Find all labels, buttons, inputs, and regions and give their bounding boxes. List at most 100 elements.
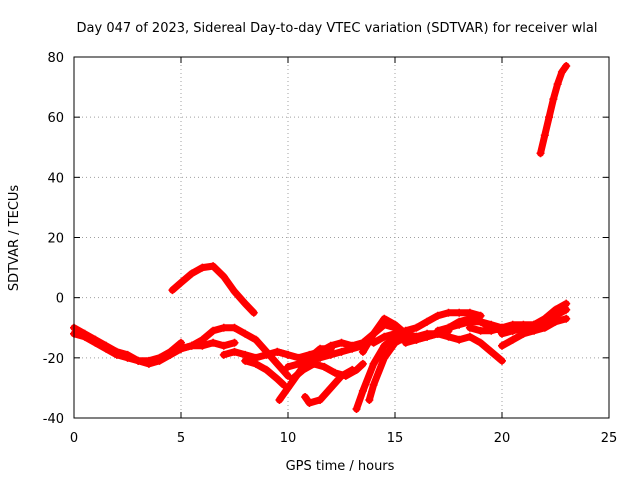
y-tick-label: 0 [56,292,64,307]
data-point [487,326,496,335]
data-point [358,386,367,395]
data-point [536,149,545,158]
data-point [352,404,361,413]
data-point [168,286,177,295]
data-point [262,350,271,359]
x-tick-label: 10 [280,431,297,446]
data-point [444,308,453,317]
data-point [557,68,566,77]
x-tick-label: 20 [494,431,511,446]
data-point [465,323,474,332]
data-point [553,80,562,89]
x-tick-label: 5 [177,431,185,446]
data-point [177,278,185,287]
data-point [326,383,335,392]
data-point [433,326,442,335]
data-point [298,365,307,374]
data-point [412,323,421,332]
data-point [545,113,554,122]
data-point [380,332,389,341]
data-point [369,359,378,368]
series-arc-6 [241,356,288,389]
series-arc-22 [498,299,571,338]
data-point [284,350,292,359]
data-point [273,359,282,368]
data-point [316,347,325,356]
series-arc-21 [498,314,571,350]
data-point [476,326,485,335]
series-arc-16 [369,308,485,347]
data-point [155,353,164,362]
data-point [369,380,378,389]
data-point [262,365,271,374]
data-point [562,299,571,308]
data-point [540,131,549,140]
data-point [369,338,378,347]
data-point [80,332,89,341]
data-point [284,362,292,371]
data-point [209,338,218,347]
data-point [455,320,464,329]
data-point [530,320,539,329]
data-point [230,347,239,356]
data-point [551,305,560,314]
data-point [455,308,464,317]
x-tick-label: 0 [70,431,78,446]
data-point [508,326,517,335]
data-point [241,329,250,338]
data-point [380,353,389,362]
x-tick-label: 15 [387,431,404,446]
data-point [112,350,121,359]
data-point [498,341,506,350]
data-point [209,262,218,271]
data-point [380,341,389,350]
data-point [102,344,111,353]
grid [73,56,610,419]
data-point [249,308,258,317]
data-point [358,359,367,368]
data-point [337,347,346,356]
data-point [219,323,228,332]
data-point [540,314,549,323]
data-point [301,392,310,401]
data-point [337,338,346,347]
data-point [123,353,132,362]
data-point [365,395,374,404]
data-point [423,332,432,341]
data-point [562,314,571,323]
data-series [70,62,571,413]
data-point [305,356,314,365]
data-point [498,356,506,365]
data-point [551,317,560,326]
y-tick-label: 80 [47,51,64,66]
tick-labels: 0 5 10 15 20 25 -40 -20 0 20 40 60 80 [43,51,618,446]
series-arc-10 [301,365,357,407]
data-point [476,317,485,326]
data-point [401,326,410,335]
data-point [230,287,239,296]
data-point [241,299,250,308]
data-point [391,335,399,344]
data-point [320,362,329,371]
data-point [326,341,335,350]
data-point [230,323,239,332]
y-axis-label: SDTVAR / TECUs [7,185,22,292]
data-point [358,347,367,356]
data-point [391,320,399,329]
data-point [209,326,218,335]
data-point [251,335,260,344]
data-point [476,338,485,347]
data-point [444,323,453,332]
data-point [423,317,432,326]
data-point [177,344,185,353]
data-point [166,347,175,356]
data-point [444,332,453,341]
data-point [455,335,464,344]
data-point [288,374,297,383]
data-point [134,356,143,365]
data-point [326,350,335,359]
data-point [187,269,196,278]
x-tick-label: 25 [601,431,618,446]
